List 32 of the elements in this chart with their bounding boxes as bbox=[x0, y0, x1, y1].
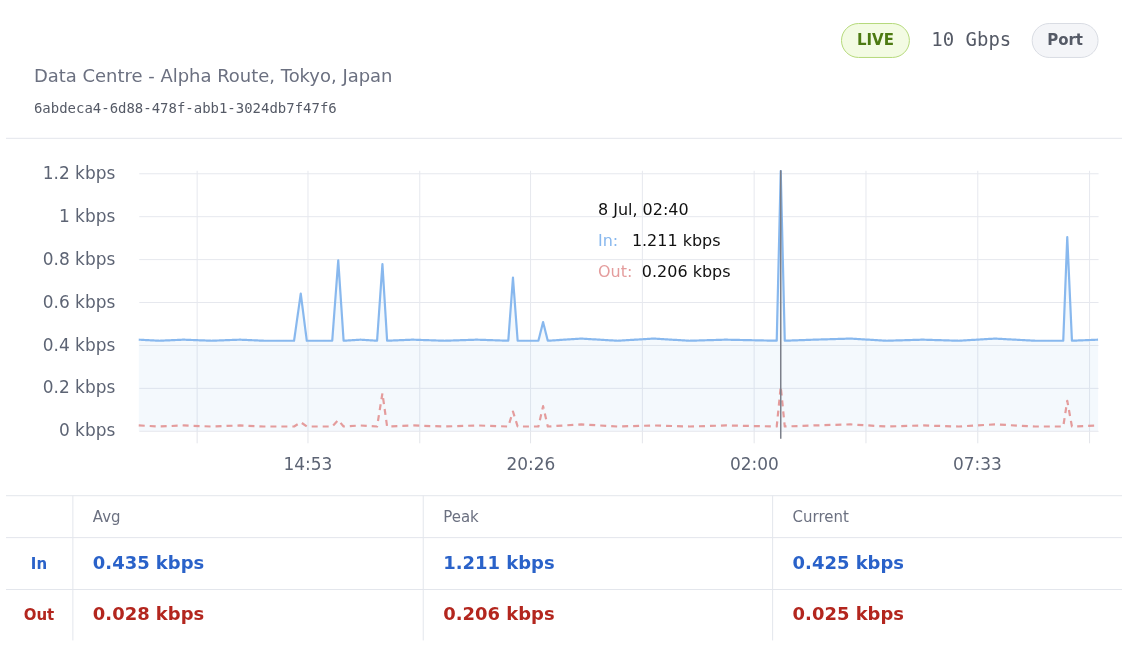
x-tick-label: 02:00 bbox=[730, 454, 779, 475]
y-tick-label: 0 kbps bbox=[58, 420, 116, 441]
text: LIVE bbox=[856, 31, 894, 50]
annotation: In: bbox=[597, 231, 619, 251]
text: 0.025 kbps bbox=[792, 603, 904, 625]
text: 0.028 kbps bbox=[92, 603, 205, 625]
annotation: 8 Jul, 02:40 bbox=[597, 200, 689, 220]
text: Current bbox=[792, 507, 849, 526]
y-tick-label: 0.6 kbps bbox=[42, 291, 116, 312]
text: 1.211 kbps bbox=[443, 551, 555, 573]
y-tick-label: 0.8 kbps bbox=[42, 248, 116, 269]
text: 0.425 kbps bbox=[792, 551, 904, 573]
text: Out bbox=[23, 606, 55, 625]
text: 0.435 kbps bbox=[92, 551, 205, 573]
x-tick-label: 20:26 bbox=[506, 454, 556, 475]
chart-subtitle: 6abdeca4-6d88-478f-abb1-3024db7f47f6 bbox=[33, 100, 337, 117]
x-tick-label: 14:53 bbox=[283, 454, 333, 475]
x-tick-label: 07:33 bbox=[952, 454, 1002, 475]
y-tick-label: 1 kbps bbox=[58, 205, 116, 226]
y-tick-label: 0.2 kbps bbox=[42, 377, 116, 398]
annotation: 1.211 kbps bbox=[631, 231, 721, 251]
annotation: 0.206 kbps bbox=[641, 262, 731, 282]
text: 10 Gbps bbox=[931, 28, 1012, 51]
text: Peak bbox=[443, 507, 480, 526]
chart-title: Data Centre - Alpha Route, Tokyo, Japan bbox=[33, 65, 393, 87]
text: 0.206 kbps bbox=[443, 603, 555, 625]
y-tick-label: 1.2 kbps bbox=[42, 162, 116, 183]
text: In bbox=[30, 554, 48, 573]
annotation: Out: bbox=[597, 262, 633, 282]
text: Port bbox=[1047, 31, 1084, 50]
text: Avg bbox=[92, 507, 121, 526]
y-tick-label: 0.4 kbps bbox=[42, 334, 116, 355]
